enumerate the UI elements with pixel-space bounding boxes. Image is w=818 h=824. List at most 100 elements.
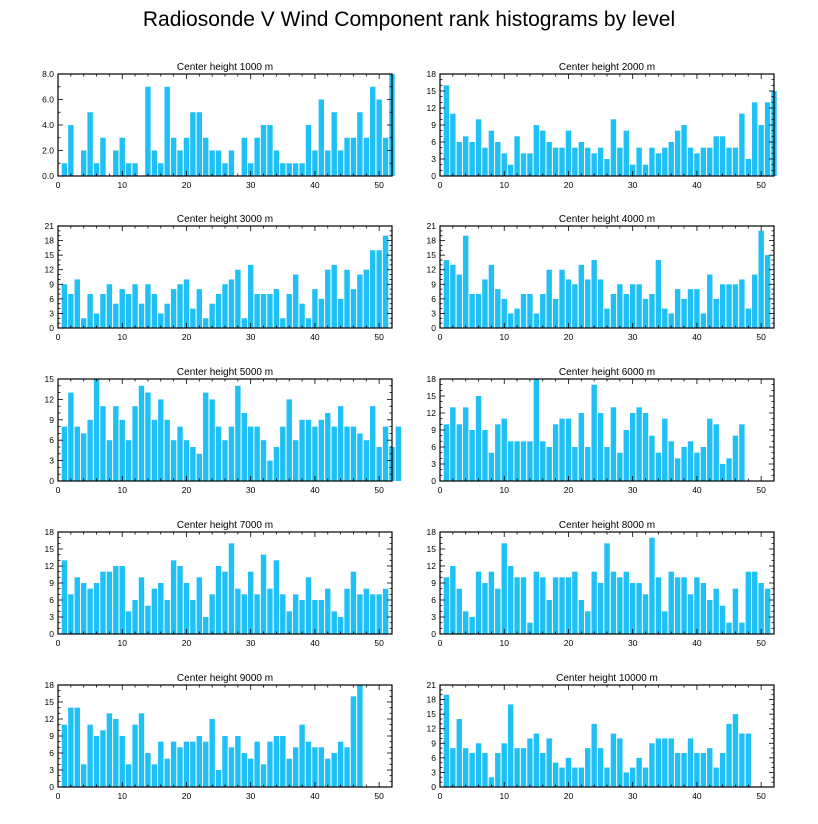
histogram-bar bbox=[578, 413, 585, 481]
histogram-bar bbox=[501, 543, 507, 634]
y-tick-label: 12 bbox=[427, 408, 437, 418]
histogram-bar bbox=[376, 447, 382, 481]
histogram-bar bbox=[719, 284, 726, 328]
y-tick-label: 15 bbox=[45, 697, 55, 707]
histogram-bar bbox=[482, 430, 488, 481]
histogram-bar bbox=[617, 284, 623, 328]
histogram-bar bbox=[700, 313, 707, 328]
histogram-bar bbox=[61, 284, 68, 328]
histogram-bar bbox=[376, 99, 382, 176]
histogram-bar bbox=[382, 588, 389, 634]
y-tick-label: 15 bbox=[427, 544, 437, 554]
histogram-bar bbox=[260, 294, 267, 328]
histogram-bar bbox=[177, 566, 183, 634]
histogram-bar bbox=[93, 583, 100, 634]
histogram-bar bbox=[145, 284, 151, 328]
histogram-bar bbox=[93, 163, 100, 176]
histogram-bar bbox=[764, 102, 771, 176]
x-tick-label: 30 bbox=[246, 485, 256, 495]
histogram-bar bbox=[215, 426, 222, 481]
histogram-bar bbox=[623, 571, 629, 634]
histogram-bar bbox=[344, 588, 350, 634]
histogram-bar bbox=[228, 279, 235, 328]
histogram-bar bbox=[68, 707, 74, 787]
y-tick-label: 12 bbox=[45, 394, 55, 404]
histogram-bar bbox=[132, 284, 138, 328]
histogram-bar bbox=[758, 230, 764, 328]
histogram-bar bbox=[74, 279, 80, 328]
y-tick-label: 18 bbox=[45, 527, 55, 537]
histogram-bar bbox=[312, 150, 318, 176]
histogram-bar bbox=[475, 743, 482, 787]
panel-title: Center height 3000 m bbox=[177, 214, 273, 225]
histogram-bar bbox=[344, 269, 350, 328]
y-tick-label: 15 bbox=[427, 709, 437, 719]
histogram-bar bbox=[610, 733, 617, 787]
histogram-bar bbox=[337, 150, 344, 176]
histogram-bar bbox=[456, 142, 462, 176]
histogram-bar bbox=[655, 577, 662, 634]
y-tick-label: 15 bbox=[45, 374, 55, 384]
histogram-bar bbox=[318, 99, 325, 176]
histogram-bar bbox=[488, 777, 495, 787]
histogram-bar bbox=[507, 566, 514, 634]
histogram-bar bbox=[533, 733, 540, 787]
figure-title: Radiosonde V Wind Component rank histogr… bbox=[142, 8, 676, 31]
histogram-bar bbox=[443, 85, 450, 176]
histogram-bar bbox=[331, 426, 337, 481]
histogram-bar bbox=[745, 159, 752, 176]
histogram-bar bbox=[145, 392, 151, 481]
y-tick-label: 15 bbox=[427, 391, 437, 401]
histogram-bar bbox=[572, 571, 578, 634]
histogram-bar bbox=[286, 294, 292, 328]
histogram-bar bbox=[462, 407, 469, 481]
histogram-bar bbox=[700, 583, 707, 634]
histogram-bar bbox=[591, 384, 597, 481]
x-tick-label: 20 bbox=[182, 332, 192, 342]
histogram-bar bbox=[764, 588, 771, 634]
y-tick-label: 9 bbox=[431, 578, 436, 588]
histogram-bar bbox=[138, 385, 145, 481]
histogram-bar bbox=[235, 588, 241, 634]
histogram-bar bbox=[450, 748, 456, 787]
histogram-bar bbox=[170, 289, 177, 328]
histogram-bar bbox=[209, 594, 215, 634]
histogram-bar bbox=[151, 419, 158, 481]
histogram-bar bbox=[222, 284, 228, 328]
histogram-bar bbox=[132, 724, 138, 787]
histogram-bar bbox=[527, 153, 533, 176]
x-tick-label: 20 bbox=[564, 638, 574, 648]
panel-title: Center height 9000 m bbox=[177, 673, 273, 684]
histogram-bar bbox=[222, 440, 228, 481]
histogram-bar bbox=[488, 571, 495, 634]
y-tick-label: 21 bbox=[427, 680, 437, 690]
histogram-bar bbox=[241, 413, 247, 481]
x-tick-label: 10 bbox=[117, 791, 127, 801]
histogram-bar bbox=[80, 318, 87, 328]
histogram-bar bbox=[507, 441, 514, 481]
histogram-bar bbox=[623, 430, 629, 481]
histogram-bar bbox=[363, 269, 370, 328]
histogram-bar bbox=[732, 435, 739, 481]
y-tick-label: 6 bbox=[431, 294, 436, 304]
histogram-bar bbox=[623, 130, 629, 176]
y-tick-label: 15 bbox=[427, 250, 437, 260]
histogram-bar bbox=[687, 441, 694, 481]
histogram-bar bbox=[527, 738, 533, 787]
histogram-bar bbox=[286, 758, 292, 787]
histogram-bar bbox=[687, 594, 694, 634]
y-tick-label: 0 bbox=[49, 782, 54, 792]
histogram-bar bbox=[158, 399, 164, 481]
y-tick-label: 12 bbox=[427, 265, 437, 275]
histogram-bar bbox=[668, 313, 674, 328]
histogram-bar bbox=[752, 571, 758, 634]
histogram-bar bbox=[726, 458, 732, 481]
histogram-bar bbox=[370, 406, 376, 481]
histogram-panel-5: Center height 5000 m 0 10 20 30 40 50 0 3 6 9 12 15 bbox=[45, 367, 402, 495]
y-tick-label: 3 bbox=[49, 456, 54, 466]
histogram-bar bbox=[495, 142, 501, 176]
y-tick-label: 9 bbox=[49, 578, 54, 588]
histogram-bar bbox=[597, 413, 604, 481]
histogram-bar bbox=[604, 308, 610, 328]
y-tick-label: 6 bbox=[49, 748, 54, 758]
